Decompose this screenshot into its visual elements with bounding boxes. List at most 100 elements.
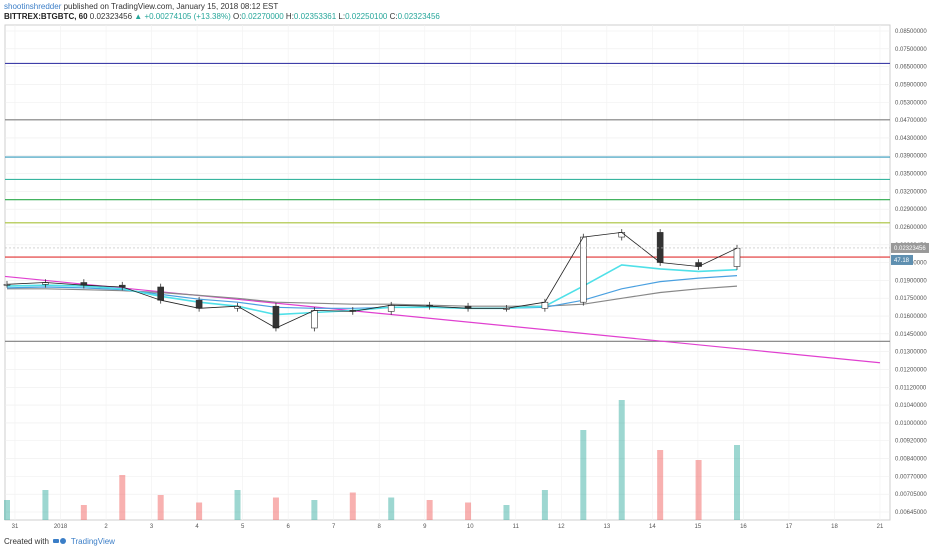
x-tick-label: 11 [513,524,520,530]
candle-body [272,305,280,329]
author-link[interactable]: shootinshredder [4,2,62,11]
volume-bar [311,500,318,520]
open-label: O: [232,12,242,21]
candle-body [195,299,203,309]
x-tick-label: 3 [150,524,154,530]
x-tick-label: 13 [603,524,610,530]
tradingview-logo-icon [52,538,66,544]
publish-line: shootinshredder published on TradingView… [4,2,440,12]
volume-bar [695,460,702,520]
y-tick-label: 0.00705000 [895,492,927,498]
close-value: 0.02323456 [397,12,440,21]
volume-bar [349,492,356,520]
x-tick-label: 10 [467,524,474,530]
x-tick-label: 4 [195,524,199,530]
y-tick-label: 0.01450000 [895,332,927,338]
x-tick-label: 9 [423,524,427,530]
volume-bar [734,445,740,520]
volume-bar [196,502,203,520]
footer: Created with TradingView [4,536,115,546]
x-tick-label: 8 [378,524,382,530]
ma-fast-line [6,264,738,316]
volume-bar [465,502,472,520]
x-tick-label: 21 [877,524,884,530]
y-tick-label: 0.00770000 [895,474,927,480]
candle-body [733,247,741,267]
y-tick-label: 0.03500000 [895,172,927,178]
volume-bar [119,475,126,520]
last-value: 0.02323456 [89,12,133,21]
created-with-text: Created with [4,536,49,546]
x-tick-label: 31 [12,524,19,530]
candle-body [541,301,549,309]
candle-body [311,310,318,329]
y-tick-label: 0.01000000 [895,421,927,427]
x-tick-label: 16 [740,524,747,530]
volume-bar [42,490,49,520]
close-label: C: [389,12,398,21]
horizontal-levels [4,62,890,364]
y-tick-label: 0.04300000 [895,136,927,142]
high-label: H: [285,12,294,21]
y-axis[interactable]: 0.08500000 0.07500000 0.06500000 0.05900000… [895,29,927,516]
volume-bars [4,400,740,520]
tradingview-brand[interactable]: TradingView [70,536,115,546]
y-tick-label: 0.01200000 [895,367,927,373]
price-series [3,229,741,332]
ohlc-line: BITTREX:BTGBTC, 60 0.02323456 ▲ +0.00274… [4,12,440,22]
x-tick-label: 17 [786,524,793,530]
volume-bar [272,497,279,520]
x-tick-label: 18 [831,524,838,530]
y-tick-label: 0.07500000 [895,47,927,53]
y-tick-label: 0.05300000 [895,100,927,106]
current-price-text: 0.02323456 [894,246,926,252]
candle-body [387,304,395,312]
trendline [4,275,881,364]
chart-grid [4,24,891,521]
price-line [6,231,738,329]
volume-bar [426,500,433,520]
y-tick-label: 0.01300000 [895,350,927,356]
y-tick-label: 0.05900000 [895,82,927,88]
y-tick-label: 0.03900000 [895,154,927,160]
y-tick-label: 0.01040000 [895,403,927,409]
low-value: 0.02250100 [345,12,388,21]
candle-body [618,232,626,238]
x-tick-label: 12 [558,524,565,530]
volume-bar [157,495,164,520]
indicator-badge-text: 47.18 [894,258,910,264]
candle-body [656,232,664,263]
y-tick-label: 0.00920000 [895,439,927,445]
y-tick-label: 0.04700000 [895,118,927,124]
y-tick-label: 0.00840000 [895,457,927,463]
y-tick-label: 0.02900000 [895,207,927,213]
x-tick-label: 2018 [54,524,68,530]
low-label: L: [338,12,346,21]
volume-bar [234,490,241,520]
symbol-label[interactable]: BITTREX:BTGBTC, 60 [4,12,88,21]
volume-bar [503,505,510,520]
y-tick-label: 0.01120000 [895,385,927,391]
x-tick-label: 2 [104,524,108,530]
y-tick-label: 0.00645000 [895,510,927,516]
volume-bar [541,490,548,520]
current-price-badge [891,242,929,253]
published-text: published on TradingView.com, January 15… [63,2,279,11]
x-tick-label: 6 [286,524,290,530]
y-tick-label: 0.01750000 [895,296,927,302]
volume-bar [388,497,395,520]
y-tick-label: 0.02600000 [895,225,927,231]
x-tick-label: 7 [332,524,336,530]
y-tick-label: 0.06500000 [895,65,927,71]
y-tick-label: 0.01900000 [895,278,927,284]
candle-body [157,286,164,301]
volume-bar [580,430,587,520]
volume-bar [4,500,10,520]
x-tick-label: 15 [695,524,702,530]
volume-bar [657,450,664,520]
high-value: 0.02353361 [293,12,337,21]
y-tick-label: 0.01600000 [895,314,927,320]
x-axis[interactable]: 31 2018 2 3 4 5 6 7 8 9 10 11 12 13 14 15 16 17 18 21 [12,524,884,530]
chart-frame [4,24,891,521]
